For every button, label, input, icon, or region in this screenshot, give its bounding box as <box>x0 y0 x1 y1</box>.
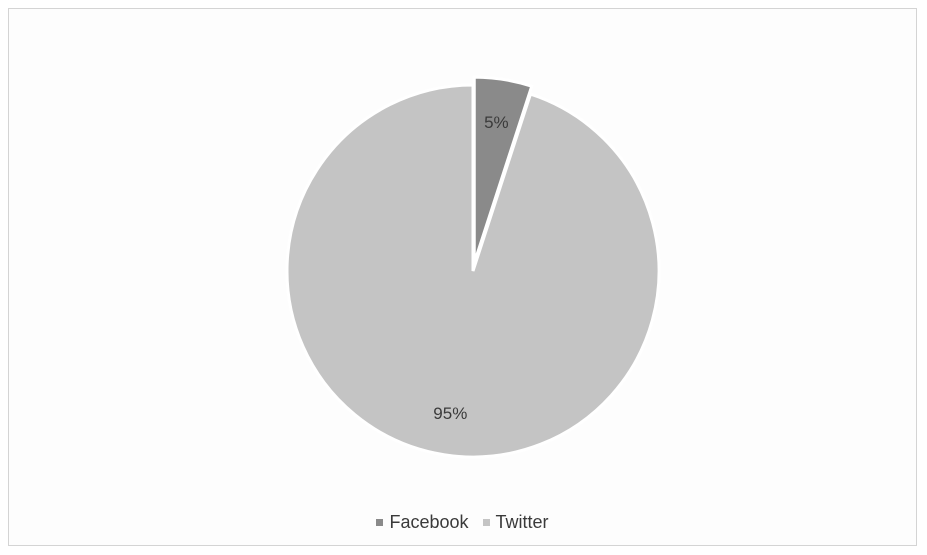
legend-swatch-facebook <box>376 519 384 526</box>
legend-swatch-twitter <box>482 519 490 526</box>
legend-item-facebook: Facebook <box>376 512 469 533</box>
legend-label-twitter: Twitter <box>495 512 549 532</box>
data-label-facebook: 5% <box>484 113 509 132</box>
chart-area: 5% 95% Facebook Twitter <box>8 8 917 546</box>
legend-label-facebook: Facebook <box>389 512 469 532</box>
legend: Facebook Twitter <box>9 512 916 533</box>
pie-chart: 5% 95% <box>285 75 661 459</box>
slice-twitter <box>285 83 661 459</box>
slice-facebook <box>472 75 534 264</box>
data-label-twitter: 95% <box>433 404 467 423</box>
legend-item-twitter: Twitter <box>482 512 549 533</box>
